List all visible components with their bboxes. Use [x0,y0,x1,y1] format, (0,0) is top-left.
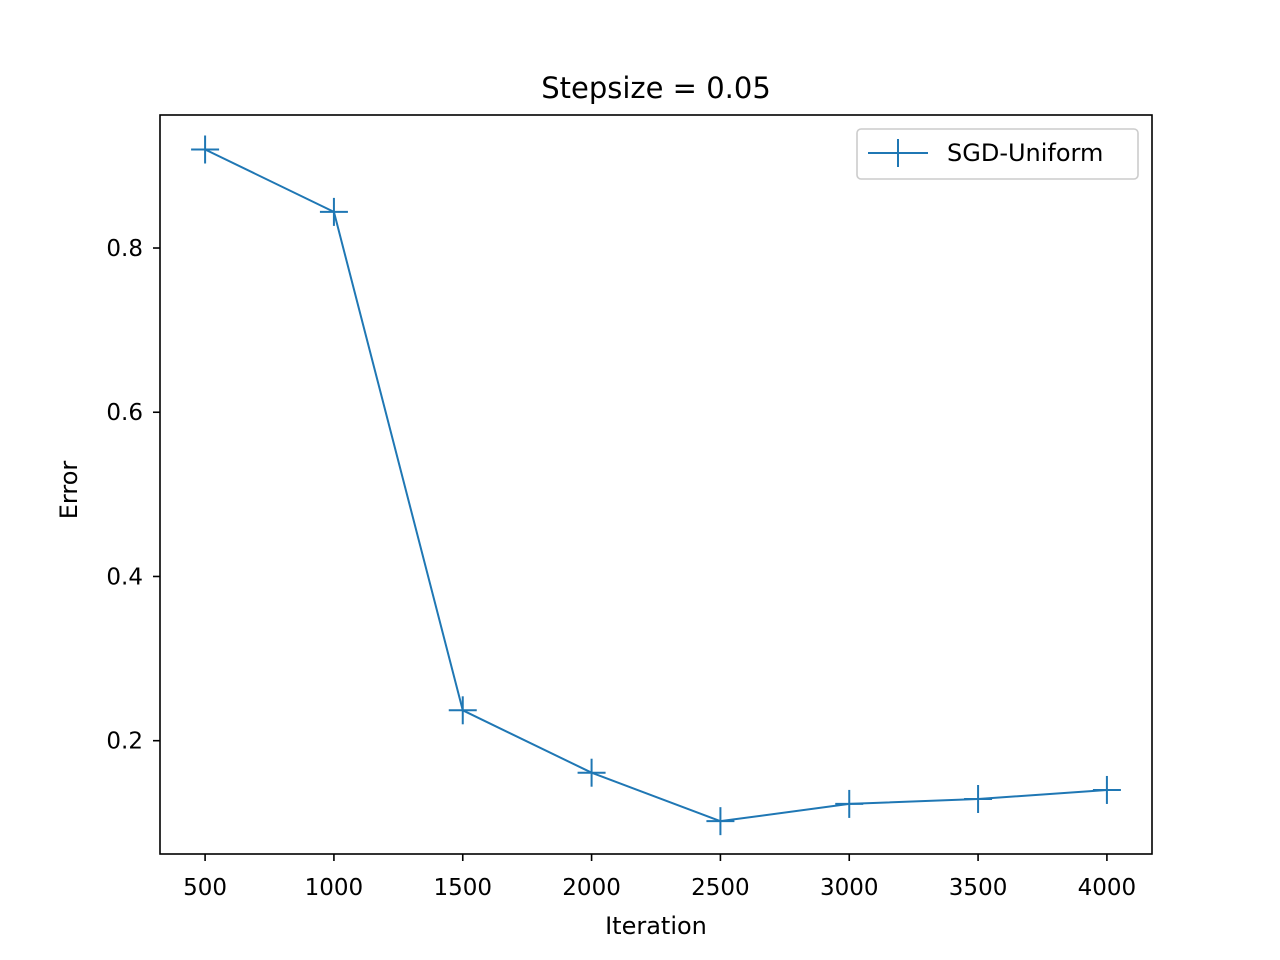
data-point-500 [191,135,220,164]
y-axis: 0.2 0.4 0.6 0.8 [106,236,160,755]
y-tick-label-0.6: 0.6 [106,400,143,426]
x-tick-label-1000: 1000 [305,875,364,901]
chart-title: Stepsize = 0.05 [541,71,771,105]
plot-frame [159,114,1153,855]
x-tick-label-1500: 1500 [433,875,492,901]
x-tick-label-3500: 3500 [949,875,1008,901]
series-line-1 [204,148,1107,823]
series-layer [191,135,1121,836]
x-axis: 500 1000 1500 2000 2500 3000 3500 4000 [183,854,1136,901]
data-point-3000 [835,789,864,818]
x-tick-label-3000: 3000 [820,875,879,901]
x-tick-label-2000: 2000 [562,875,621,901]
data-point-1500 [448,696,477,725]
y-axis-label: Error [55,461,83,520]
plot-area [160,115,1152,854]
y-tick-label-0.2: 0.2 [106,729,143,755]
y-tick-label-0.4: 0.4 [106,564,143,590]
y-tick-label-0.8: 0.8 [106,236,143,262]
data-point-2500 [706,807,735,836]
x-tick-label-2500: 2500 [691,875,750,901]
x-tick-label-500: 500 [183,875,227,901]
legend-box [856,128,1139,180]
x-axis-label: Iteration [605,912,707,940]
data-point-2000 [577,758,606,787]
x-tick-label-4000: 4000 [1078,875,1137,901]
data-point-3500 [964,784,993,813]
data-point-1000 [319,197,348,226]
legend-plus-marker [884,139,912,167]
legend: SGD-Uniform [856,128,1139,180]
data-point-4000 [1092,775,1121,804]
legend-label-sgd-uniform: SGD-Uniform [947,139,1103,167]
